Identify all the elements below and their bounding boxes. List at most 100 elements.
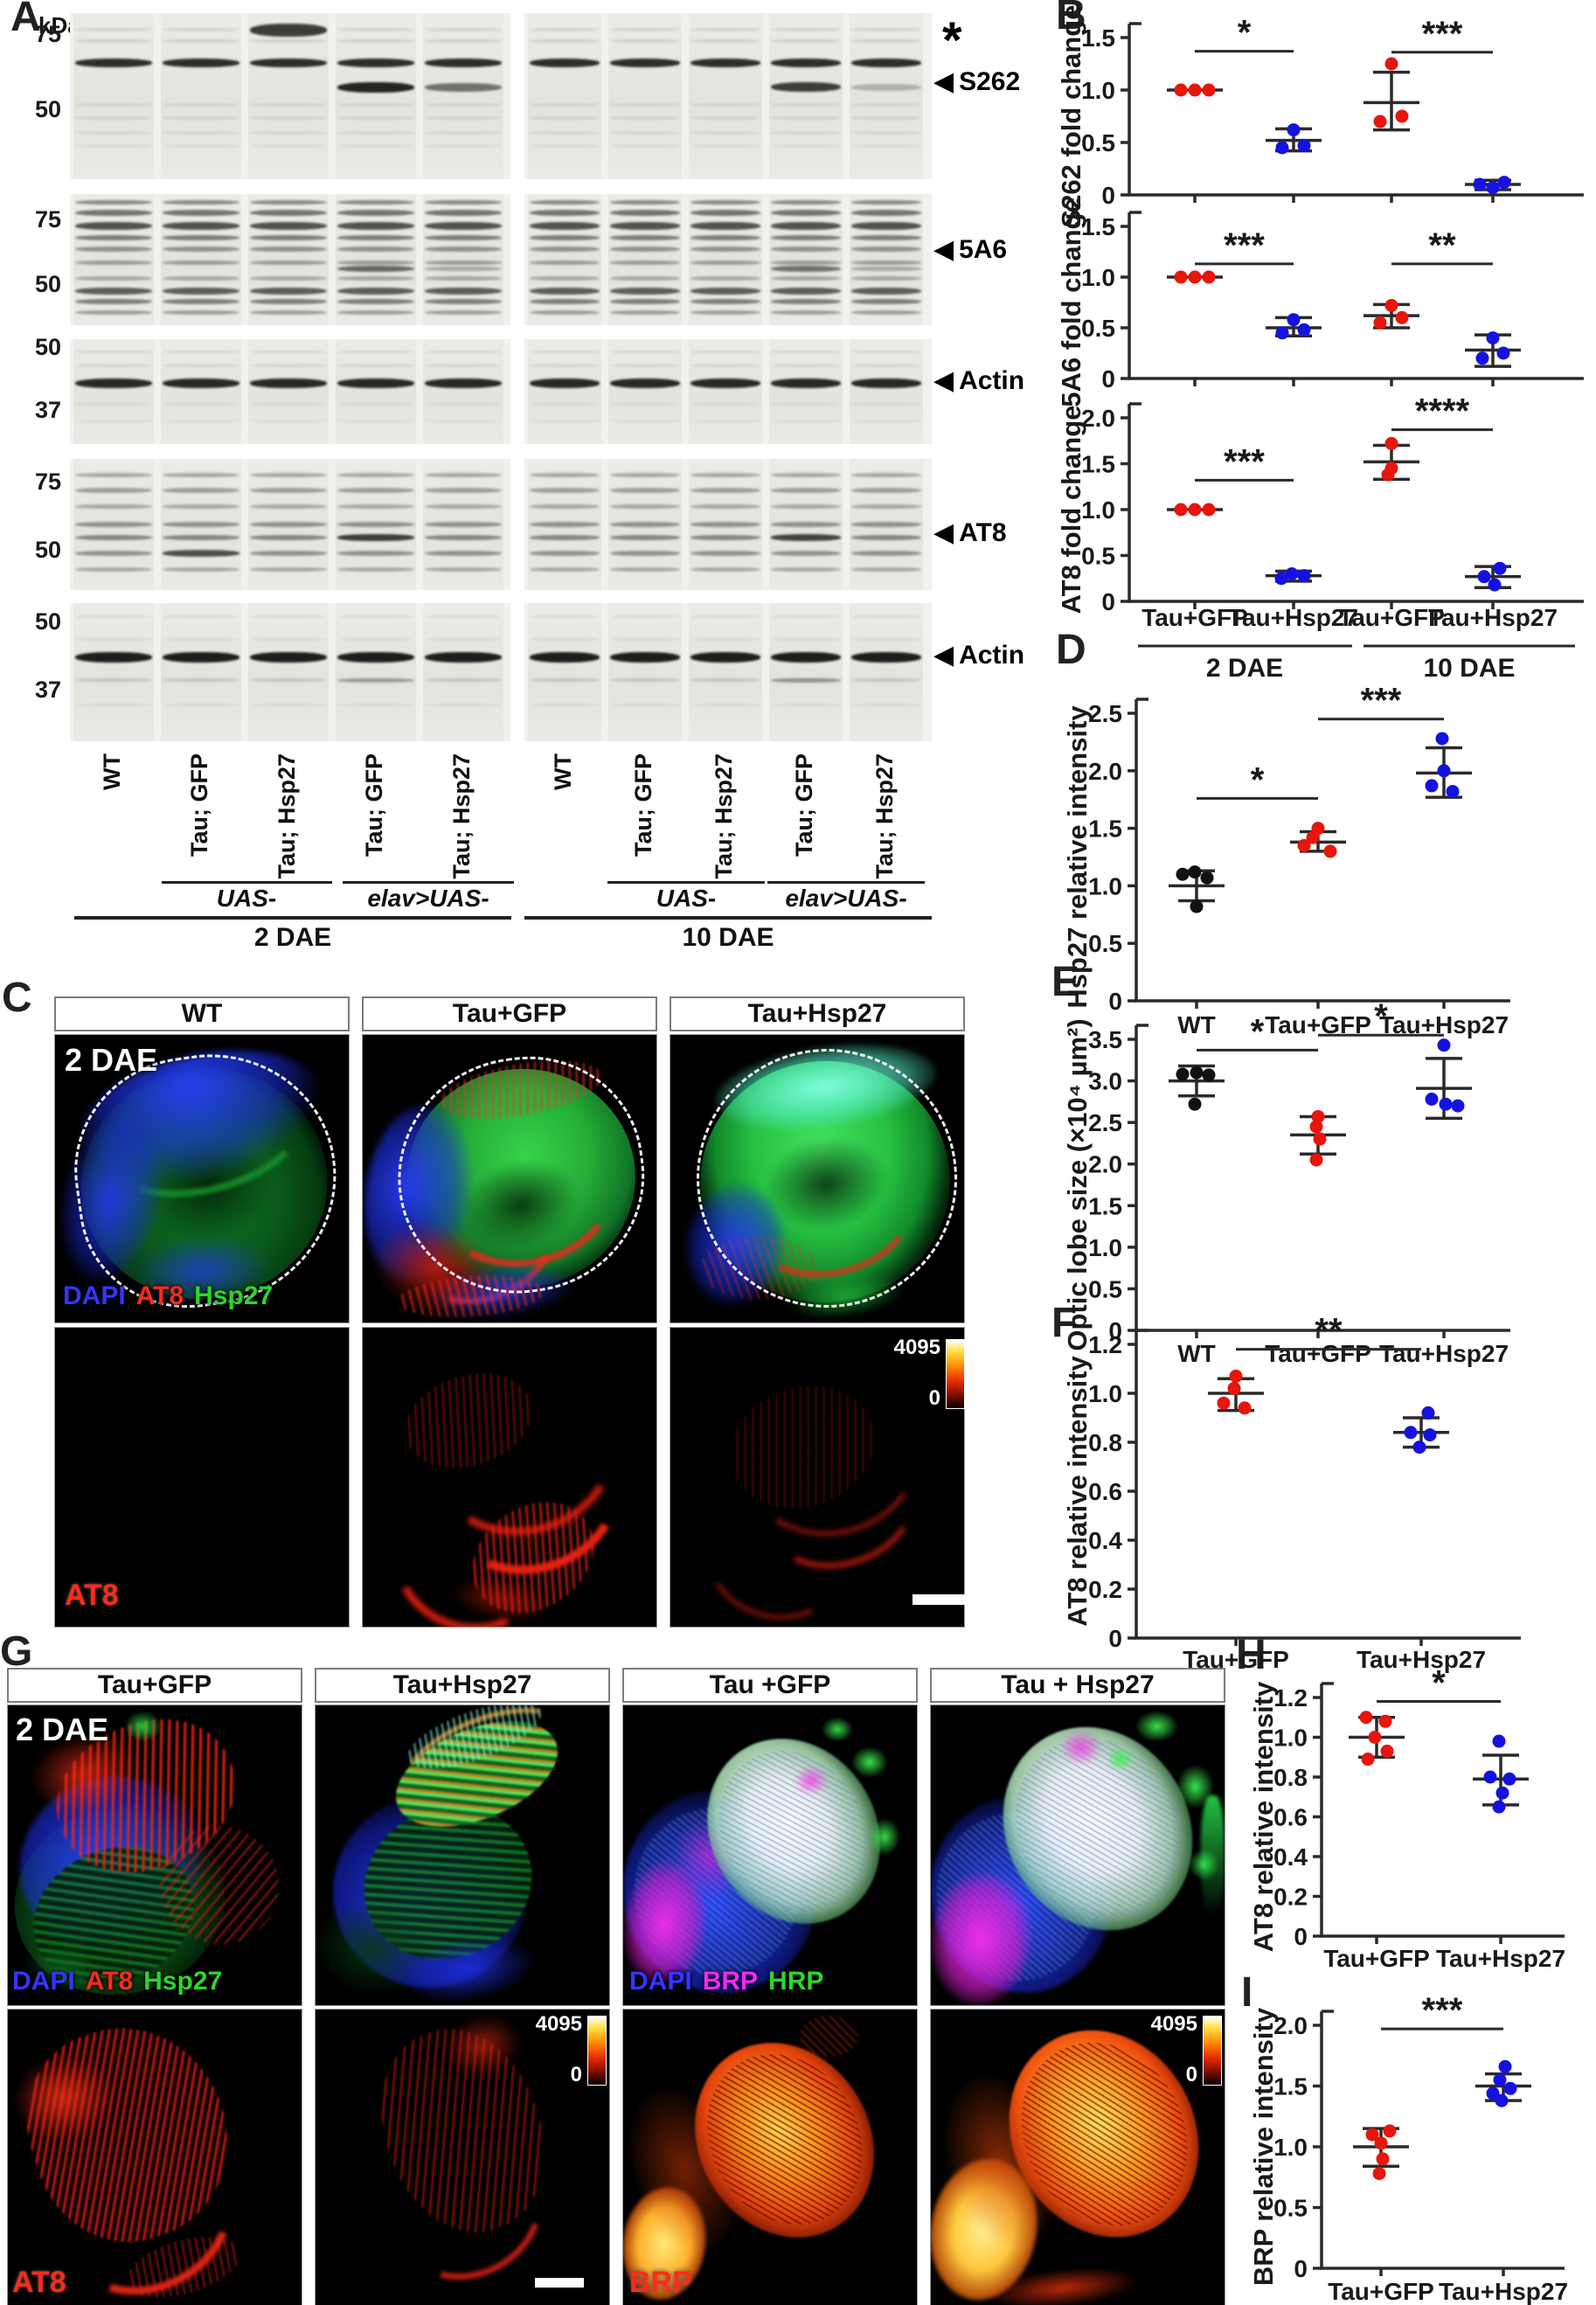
blot-band bbox=[690, 288, 760, 295]
blot-band bbox=[851, 221, 921, 230]
y-tick-label: 0 bbox=[1101, 182, 1115, 209]
blot-band bbox=[851, 637, 921, 641]
blot-band bbox=[250, 115, 327, 120]
at8-channel-label: AT8 bbox=[85, 1967, 134, 1996]
blot-band bbox=[75, 260, 152, 265]
blot-lane bbox=[528, 339, 601, 444]
blot-band bbox=[851, 488, 921, 493]
y-tick-label: 0 bbox=[1108, 1625, 1122, 1652]
data-point bbox=[1323, 844, 1337, 858]
y-tick-label: 2.0 bbox=[1088, 1151, 1122, 1178]
data-point bbox=[1309, 1153, 1323, 1167]
blot-band bbox=[250, 535, 327, 540]
timepoint-label: 10 DAE bbox=[682, 923, 774, 952]
data-point bbox=[1174, 503, 1188, 517]
data-point bbox=[1384, 436, 1398, 450]
x-tick-label: Tau+Hsp27 bbox=[1439, 2278, 1568, 2305]
blot-band bbox=[530, 39, 600, 44]
blot-lane bbox=[73, 339, 154, 444]
blot-band bbox=[250, 364, 327, 367]
lane-label: Tau; Hsp27 bbox=[711, 753, 737, 879]
blot-band bbox=[530, 615, 600, 619]
panel-d-label: D bbox=[1056, 627, 1086, 673]
blot-band bbox=[851, 704, 921, 707]
blot-lane bbox=[850, 13, 923, 179]
y-tick-label: 1.0 bbox=[1273, 1725, 1308, 1752]
data-point bbox=[1227, 1381, 1241, 1395]
blot-band bbox=[337, 234, 414, 240]
blot-band bbox=[250, 637, 327, 641]
x-tick-label: Tau+GFP bbox=[1265, 1340, 1371, 1367]
blot-band bbox=[425, 209, 502, 216]
blot-band bbox=[530, 472, 600, 477]
blot-band bbox=[163, 402, 239, 406]
blot-band bbox=[75, 420, 152, 423]
micrograph-g-brp-taugfp bbox=[622, 2009, 918, 2305]
data-point bbox=[1306, 830, 1320, 844]
blot-band bbox=[530, 115, 600, 120]
blot-band bbox=[425, 199, 502, 205]
blot-band bbox=[610, 115, 680, 120]
blot-band bbox=[690, 209, 760, 216]
data-point bbox=[1311, 822, 1325, 836]
x-tick-label: Tau+GFP bbox=[1141, 604, 1248, 631]
blot-band bbox=[771, 472, 841, 477]
blot-lane bbox=[423, 339, 503, 444]
blot-band bbox=[75, 221, 152, 230]
blot-band bbox=[610, 246, 680, 252]
fluorescence-blob bbox=[125, 1711, 161, 1742]
data-point bbox=[1446, 784, 1460, 798]
lane-label: Tau; GFP bbox=[630, 753, 656, 857]
blot-band bbox=[250, 246, 327, 252]
y-tick-label: 1.0 bbox=[1088, 1234, 1122, 1261]
data-point bbox=[1190, 899, 1204, 913]
blot-band bbox=[75, 299, 152, 304]
blot-band bbox=[530, 503, 600, 509]
data-point bbox=[1498, 2059, 1512, 2073]
blot-band bbox=[690, 637, 760, 641]
data-point bbox=[1378, 1714, 1392, 1728]
blot-band bbox=[771, 615, 841, 619]
y-tick-label: 2.0 bbox=[1273, 2012, 1308, 2039]
data-point bbox=[1437, 1038, 1451, 1052]
blot-band bbox=[425, 234, 502, 240]
blot-band bbox=[530, 288, 600, 295]
y-tick-label: 0 bbox=[1294, 1923, 1308, 1950]
blot-band bbox=[530, 637, 600, 641]
data-point bbox=[1287, 313, 1301, 327]
blot-band bbox=[610, 402, 680, 406]
blot-band bbox=[851, 535, 921, 540]
blot-band bbox=[250, 503, 327, 509]
blot-band bbox=[425, 615, 502, 619]
lane-label: Tau; GFP bbox=[791, 753, 817, 857]
fluorescence-blob bbox=[793, 1765, 829, 1795]
blot-band bbox=[610, 522, 680, 527]
blot-band bbox=[250, 402, 327, 406]
genotype-label: elav>UAS- bbox=[367, 885, 489, 912]
blot-band bbox=[690, 522, 760, 527]
blot-band bbox=[75, 378, 152, 388]
blot-lane bbox=[769, 13, 843, 179]
blot-band bbox=[851, 28, 921, 31]
y-tick-label: 0 bbox=[1294, 2255, 1308, 2282]
micrograph-c-at8-wt bbox=[54, 1327, 350, 1628]
significance-stars: *** bbox=[1224, 226, 1265, 265]
blot-band bbox=[610, 378, 680, 388]
blot-lane bbox=[528, 13, 601, 179]
blot-band bbox=[337, 350, 414, 353]
x-tick-label: Tau+GFP bbox=[1323, 1945, 1430, 1972]
intensity-colorbar-g2 bbox=[1203, 2016, 1222, 2086]
significance-stars: * bbox=[1432, 1664, 1446, 1703]
blot-band bbox=[610, 350, 680, 353]
y-tick-label: 0.8 bbox=[1273, 1764, 1308, 1791]
blot-band bbox=[610, 234, 680, 240]
blot-band bbox=[851, 566, 921, 572]
blot-band bbox=[75, 199, 152, 205]
y-tick-label: 0.2 bbox=[1273, 1884, 1308, 1911]
blot-lane bbox=[248, 13, 329, 179]
blot-band bbox=[771, 260, 841, 265]
blot-band bbox=[163, 130, 239, 135]
micrograph-g-at8-tauhsp27 bbox=[315, 2009, 610, 2305]
data-point bbox=[1188, 865, 1202, 879]
data-point bbox=[1190, 1066, 1204, 1080]
